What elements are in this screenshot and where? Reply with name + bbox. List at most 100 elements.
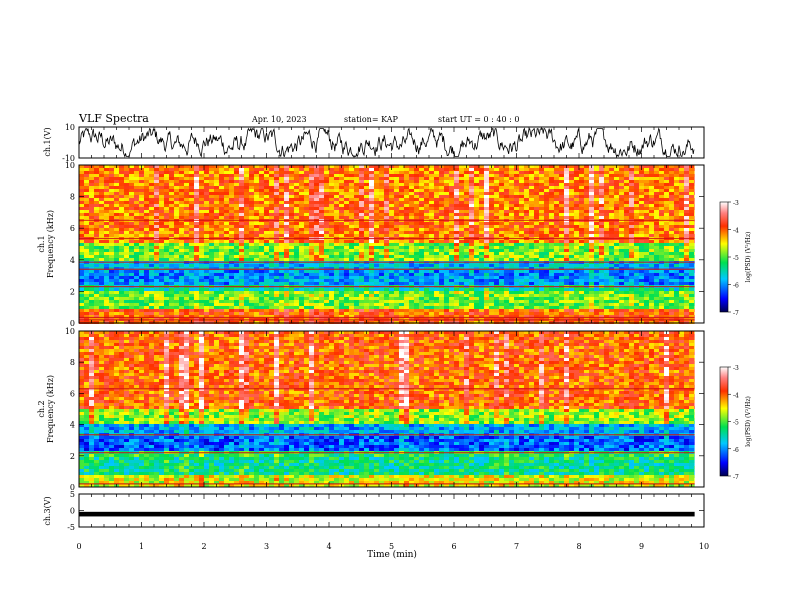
spectrogram-cell: [409, 225, 414, 228]
spectrogram-cell: [279, 186, 284, 189]
spectrogram-cell: [669, 279, 674, 282]
spectrogram-cell: [149, 210, 154, 213]
spectrogram-cell: [469, 276, 474, 279]
spectrogram-cell: [644, 228, 649, 231]
spectrogram-cell: [164, 249, 169, 252]
spectrogram-cell: [499, 276, 504, 279]
spectrogram-cell: [279, 189, 284, 192]
spectrogram-cell: [94, 249, 99, 252]
spectrogram-cell: [204, 216, 209, 219]
spectrogram-cell: [129, 213, 134, 216]
spectrogram-cell: [494, 231, 499, 234]
spectrogram-cell: [524, 210, 529, 213]
spectrogram-cell: [584, 222, 589, 225]
spectrogram-cell: [349, 273, 354, 276]
spectrogram-cell: [174, 183, 179, 186]
spectrogram-cell: [254, 168, 259, 171]
spectrogram-cell: [309, 216, 314, 219]
spectrogram-cell: [254, 276, 259, 279]
spectrogram-cell: [374, 195, 379, 198]
spectrogram-cell: [519, 213, 524, 216]
spectrogram-cell: [104, 282, 109, 285]
spectrogram-cell: [504, 222, 509, 225]
spectrogram-cell: [459, 177, 464, 180]
spectrogram-cell: [199, 225, 204, 228]
spectrogram-cell: [524, 225, 529, 228]
spectrogram-cell: [474, 171, 479, 174]
spectrogram-cell: [464, 228, 469, 231]
spectrogram-cell: [174, 231, 179, 234]
spectrogram-cell: [684, 168, 689, 171]
spectrogram-cell: [79, 165, 84, 168]
spectrogram-cell: [189, 171, 194, 174]
spectrogram-cell: [604, 201, 609, 204]
spectrogram-cell: [654, 210, 659, 213]
spectrogram-cell: [669, 231, 674, 234]
spectrogram-cell: [674, 168, 679, 171]
spectrogram-cell: [369, 207, 374, 210]
spectrogram-cell: [614, 276, 619, 279]
spectrogram-cell: [389, 186, 394, 189]
spectrogram-cell: [439, 204, 444, 207]
spectrogram-cell: [119, 177, 124, 180]
spectrogram-cell: [339, 243, 344, 246]
spectrogram-cell: [629, 210, 634, 213]
spectrogram-cell: [109, 222, 114, 225]
spectrogram-cell: [229, 177, 234, 180]
spectrogram-cell: [134, 189, 139, 192]
spectrogram-cell: [684, 276, 689, 279]
spectrogram-cell: [319, 276, 324, 279]
spectrogram-cell: [134, 267, 139, 270]
spectrogram-cell: [154, 234, 159, 237]
spectrogram-cell: [369, 246, 374, 249]
spectrogram-cell: [189, 231, 194, 234]
spectrogram-cell: [589, 216, 594, 219]
spectrogram-cell: [664, 258, 669, 261]
spectrogram-cell: [319, 255, 324, 258]
spectrogram-cell: [274, 180, 279, 183]
spectrogram-cell: [514, 189, 519, 192]
spectrogram-cell: [489, 255, 494, 258]
spectrogram-cell: [174, 249, 179, 252]
spectrogram-cell: [224, 279, 229, 282]
spectrogram-cell: [619, 225, 624, 228]
spectrogram-cell: [479, 174, 484, 177]
spectrogram-cell: [514, 249, 519, 252]
spectrogram-cell: [404, 231, 409, 234]
spectrogram-cell: [464, 168, 469, 171]
spectrogram-cell: [629, 246, 634, 249]
spectrogram-cell: [259, 222, 264, 225]
spectrogram-cell: [274, 165, 279, 168]
spectrogram-cell: [169, 234, 174, 237]
spectrogram-cell: [644, 165, 649, 168]
spectrogram-cell: [214, 174, 219, 177]
spectrogram-cell: [159, 189, 164, 192]
spectrogram-cell: [424, 279, 429, 282]
spectrogram-cell: [439, 195, 444, 198]
spectrogram-cell: [534, 246, 539, 249]
spectrogram-cell: [164, 207, 169, 210]
spectrogram-cell: [89, 204, 94, 207]
spectrogram-cell: [464, 195, 469, 198]
spectrogram-cell: [229, 234, 234, 237]
spectrogram-cell: [199, 282, 204, 285]
spectrogram-cell: [144, 186, 149, 189]
spectrogram-cell: [674, 228, 679, 231]
spectrogram-cell: [369, 234, 374, 237]
spectrogram-cell: [334, 264, 339, 267]
spectrogram-cell: [449, 198, 454, 201]
spectrogram-cell: [414, 186, 419, 189]
spectrogram-cell: [349, 174, 354, 177]
spectrogram-cell: [604, 264, 609, 267]
spectrogram-cell: [399, 189, 404, 192]
spectrogram-cell: [664, 195, 669, 198]
spectrogram-cell: [559, 201, 564, 204]
spectrogram-cell: [564, 216, 569, 219]
spectrogram-cell: [89, 255, 94, 258]
spectrogram-cell: [404, 255, 409, 258]
spectrogram-cell: [529, 222, 534, 225]
spectrogram-cell: [124, 282, 129, 285]
spectrogram-cell: [94, 216, 99, 219]
spectrogram-cell: [464, 204, 469, 207]
spectrogram-cell: [439, 183, 444, 186]
